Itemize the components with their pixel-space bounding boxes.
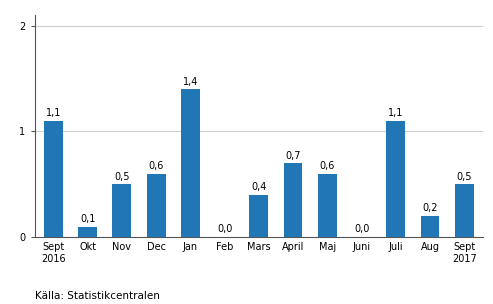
Text: 1,1: 1,1 <box>46 108 61 118</box>
Text: 0,0: 0,0 <box>354 224 369 234</box>
Bar <box>455 184 474 237</box>
Bar <box>387 121 405 237</box>
Text: 0,5: 0,5 <box>457 172 472 182</box>
Bar <box>112 184 131 237</box>
Text: 0,2: 0,2 <box>423 203 438 213</box>
Text: 0,7: 0,7 <box>285 150 301 161</box>
Bar <box>147 174 166 237</box>
Bar <box>78 226 97 237</box>
Text: 0,6: 0,6 <box>319 161 335 171</box>
Bar <box>249 195 268 237</box>
Text: 0,5: 0,5 <box>114 172 130 182</box>
Text: 0,1: 0,1 <box>80 214 95 224</box>
Text: 0,6: 0,6 <box>148 161 164 171</box>
Bar <box>181 89 200 237</box>
Text: Källa: Statistikcentralen: Källa: Statistikcentralen <box>35 291 159 301</box>
Text: 1,4: 1,4 <box>182 77 198 87</box>
Text: 0,0: 0,0 <box>217 224 232 234</box>
Text: 0,4: 0,4 <box>251 182 267 192</box>
Bar <box>44 121 63 237</box>
Text: 1,1: 1,1 <box>388 108 403 118</box>
Bar <box>421 216 439 237</box>
Bar <box>318 174 337 237</box>
Bar <box>283 163 303 237</box>
